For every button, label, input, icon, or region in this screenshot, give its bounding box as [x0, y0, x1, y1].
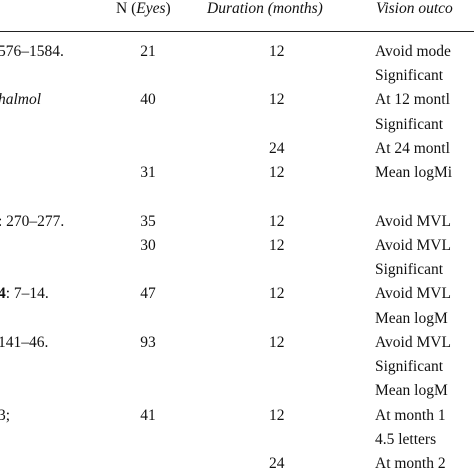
- vision-cell: Significant: [375, 358, 444, 375]
- header-rule: [0, 31, 474, 32]
- vision-cell: Avoid MVL: [375, 334, 451, 351]
- n-cell: 30: [140, 237, 156, 254]
- duration-cell: 12: [269, 164, 285, 181]
- ref-rest: : 7–14.: [5, 285, 49, 302]
- header-duration-text: Duration (months): [207, 0, 323, 17]
- n-cell: 47: [140, 285, 156, 302]
- header-n-eyes: N (Eyes): [116, 0, 171, 18]
- vision-cell: At 24 montl: [375, 140, 450, 157]
- vision-cell: Significant: [375, 116, 444, 133]
- n-cell: 35: [140, 213, 156, 230]
- vision-cell: Significant: [375, 67, 444, 84]
- ref-bold-digit: 4: [0, 285, 6, 302]
- vision-cell: Mean logMi: [375, 164, 453, 181]
- ref-cell: 4: 7–14.: [0, 285, 49, 303]
- duration-cell: 24: [269, 140, 285, 157]
- vision-cell: At month 2: [375, 455, 446, 472]
- duration-cell: 12: [269, 213, 285, 230]
- header-n-suffix: ): [165, 0, 171, 17]
- vision-cell: At 12 montl: [375, 91, 450, 108]
- ref-cell: : 270–277.: [0, 213, 65, 230]
- ref-cell: 576–1584.: [0, 43, 64, 60]
- n-cell: 21: [140, 43, 156, 60]
- vision-cell: At month 1: [375, 407, 446, 424]
- ref-italic-text: halmol: [0, 91, 42, 108]
- ref-cell: 141–46.: [0, 334, 49, 351]
- ref-cell: halmol: [0, 91, 41, 109]
- header-n-prefix: N (: [116, 0, 137, 17]
- header-duration: Duration (months): [207, 0, 323, 18]
- vision-cell: Avoid mode: [375, 43, 451, 60]
- vision-cell: Mean logM: [375, 382, 448, 399]
- n-cell: 31: [140, 164, 156, 181]
- header-vision-text: Vision outco: [376, 0, 453, 17]
- vision-cell: Avoid MVL: [375, 237, 451, 254]
- n-cell: 41: [140, 407, 156, 424]
- duration-cell: 24: [269, 455, 285, 472]
- n-cell: 40: [140, 91, 156, 108]
- duration-cell: 12: [269, 407, 285, 424]
- n-cell: 93: [140, 334, 156, 351]
- duration-cell: 12: [269, 43, 285, 60]
- duration-cell: 12: [269, 91, 285, 108]
- header-vision: Vision outco: [376, 0, 453, 18]
- duration-cell: 12: [269, 334, 285, 351]
- vision-cell: Avoid MVL: [375, 213, 451, 230]
- vision-cell: 4.5 letters: [375, 431, 437, 448]
- duration-cell: 12: [269, 237, 285, 254]
- ref-cell: 3;: [0, 407, 11, 424]
- duration-cell: 12: [269, 285, 285, 302]
- header-n-italic: Eyes: [136, 0, 166, 17]
- vision-cell: Avoid MVL: [375, 285, 451, 302]
- vision-cell: Significant: [375, 261, 444, 278]
- vision-cell: Mean logM: [375, 310, 448, 327]
